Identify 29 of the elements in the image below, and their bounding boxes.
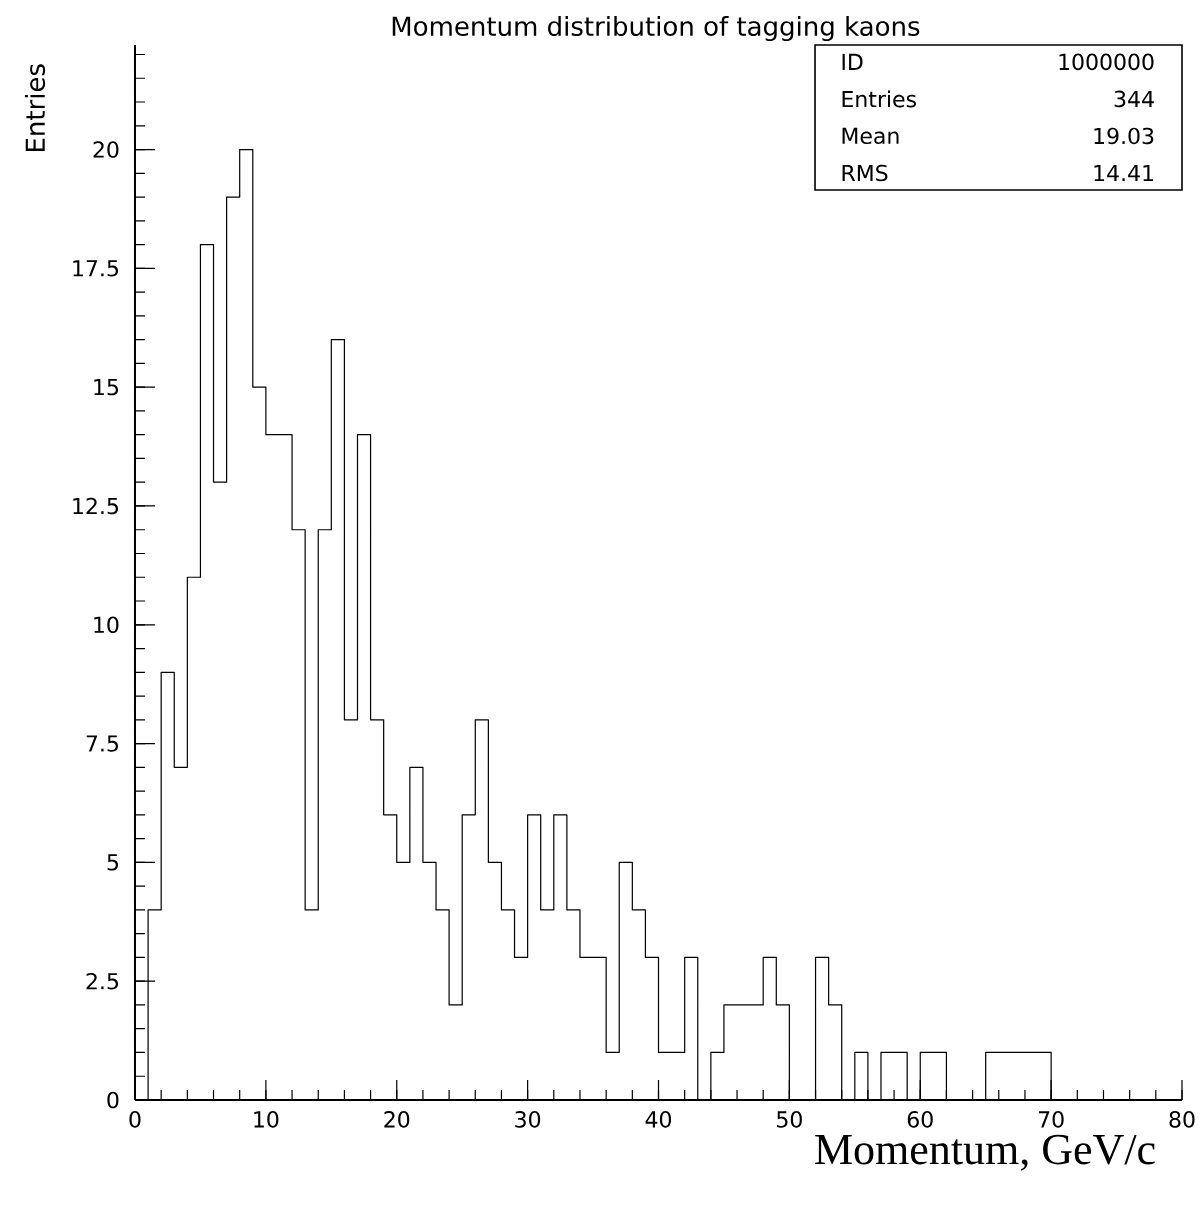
x-tick-label: 30 <box>515 1111 541 1128</box>
x-tick-label: 20 <box>384 1111 410 1128</box>
y-tick-label: 7.5 <box>86 735 119 752</box>
y-tick-label: 20 <box>93 141 119 158</box>
x-tick-label: 10 <box>254 1111 279 1128</box>
annotation: ID <box>842 53 863 70</box>
annotation: 19.03 <box>1094 127 1154 145</box>
x-tick-label: 40 <box>645 1111 672 1128</box>
y-tick-label: 0 <box>107 1091 119 1109</box>
annotation: Entries <box>842 90 916 108</box>
y-tick-label: 5 <box>107 854 119 871</box>
y-tick-label: 2.5 <box>86 972 119 990</box>
x-tick-label: 50 <box>777 1111 802 1128</box>
annotation: 344 <box>1114 90 1154 108</box>
annotation: Mean <box>842 127 899 145</box>
x-tick-label: 70 <box>1038 1111 1064 1128</box>
annotation: 14.41 <box>1094 164 1153 181</box>
chart-title: Momentum distribution of tagging kaons <box>392 15 920 42</box>
x-tick-label: 60 <box>907 1111 933 1128</box>
y-tick-label: 12.5 <box>73 497 118 515</box>
annotation: 1000000 <box>1059 53 1154 71</box>
x-axis-title: Momentum, GeV/c <box>815 1134 1155 1171</box>
y-tick-label: 15 <box>94 379 119 396</box>
x-tick-label: 0 <box>129 1111 141 1128</box>
x-tick-label: 80 <box>1169 1111 1195 1128</box>
annotation: RMS <box>842 164 888 182</box>
y-axis-title: Entries <box>24 64 46 152</box>
y-tick-label: 10 <box>94 616 119 634</box>
y-tick-label: 17.5 <box>73 260 118 277</box>
